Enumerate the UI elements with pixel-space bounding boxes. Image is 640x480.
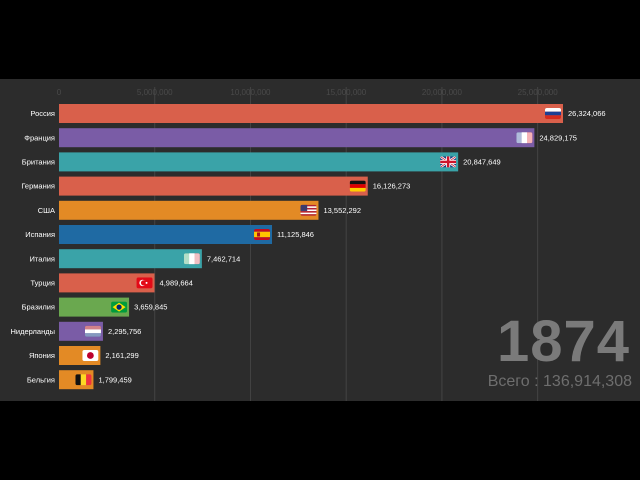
bar-row: Германия 16,126,273	[21, 176, 411, 196]
bar-row: Испания 11,125,846	[25, 225, 314, 244]
value-label: 16,126,273	[373, 182, 411, 191]
country-label: Франция	[24, 133, 55, 142]
bar	[59, 104, 563, 123]
x-tick-label: 0	[57, 88, 62, 97]
value-label: 24,829,175	[539, 133, 577, 142]
brazil-flag	[111, 301, 128, 313]
x-tick-label: 20,000,000	[422, 88, 463, 97]
bar-row: Бразилия 3,659,845	[22, 297, 167, 317]
bar	[59, 128, 535, 148]
russia-flag	[545, 108, 561, 119]
x-tick-label: 5,000,000	[137, 88, 173, 97]
bar	[59, 225, 273, 244]
total-label: Всего : 136,914,308	[487, 373, 632, 390]
x-axis-ticks: 0 5,000,000 10,000,000 15,000,000 20,000,000…	[57, 88, 558, 97]
bar	[59, 152, 459, 172]
spain-flag	[254, 229, 271, 240]
bar	[59, 249, 202, 269]
uk-flag	[440, 156, 457, 168]
country-label: Япония	[29, 351, 55, 360]
bar	[59, 176, 368, 196]
japan-flag	[82, 350, 99, 361]
value-label: 1,799,459	[98, 375, 131, 384]
bar-row: Нидерланды 2,295,756	[10, 321, 141, 341]
country-label: Россия	[30, 109, 55, 118]
turkey-flag	[136, 277, 153, 289]
country-label: США	[38, 206, 55, 215]
value-label: 20,847,649	[463, 158, 501, 167]
country-label: Турция	[30, 279, 55, 288]
bar-row: Британия 20,847,649	[22, 152, 501, 172]
country-label: Испания	[25, 230, 55, 239]
value-label: 3,659,845	[134, 303, 167, 312]
bar-row: Турция 4,989,664	[30, 273, 193, 293]
x-tick-label: 10,000,000	[230, 88, 271, 97]
chart-panel: 0 5,000,000 10,000,000 15,000,000 20,000,000…	[0, 79, 640, 401]
year-label: 1874	[496, 309, 630, 374]
country-label: Британия	[22, 158, 55, 167]
france-flag	[516, 132, 533, 144]
bars: Россия 26,324,066 Франция 24,829,175 Британи…	[10, 104, 606, 390]
x-tick-label: 25,000,000	[518, 88, 559, 97]
bar	[59, 200, 319, 220]
italy-flag	[183, 253, 200, 265]
value-label: 4,989,664	[160, 279, 193, 288]
value-label: 26,324,066	[568, 109, 606, 118]
country-label: Бразилия	[22, 303, 55, 312]
bar-row: США 13,552,292	[38, 200, 361, 220]
country-label: Италия	[29, 254, 55, 263]
bar-row: Россия 26,324,066	[30, 104, 606, 123]
bar-row: Италия 7,462,714	[29, 249, 240, 269]
germany-flag	[349, 180, 366, 192]
bar-chart-race: 0 5,000,000 10,000,000 15,000,000 20,000,000…	[10, 87, 606, 401]
value-label: 7,462,714	[207, 254, 240, 263]
usa-flag	[300, 204, 317, 216]
belgium-flag	[75, 374, 92, 386]
bar-row: Франция 24,829,175	[24, 128, 577, 148]
bar-row: Бельгия 1,799,459	[27, 370, 132, 390]
x-tick-label: 15,000,000	[326, 88, 367, 97]
value-label: 13,552,292	[323, 206, 361, 215]
value-label: 2,295,756	[108, 327, 141, 336]
country-label: Бельгия	[27, 375, 55, 384]
country-label: Германия	[21, 182, 55, 191]
country-label: Нидерланды	[10, 327, 55, 336]
value-label: 2,161,299	[105, 351, 138, 360]
bar	[59, 273, 155, 293]
value-label: 11,125,846	[277, 230, 314, 239]
netherlands-flag	[84, 325, 101, 337]
bar-row: Япония 2,161,299	[29, 346, 139, 365]
